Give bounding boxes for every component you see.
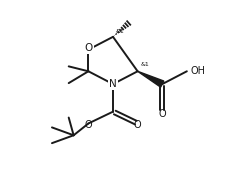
Text: &1: &1	[116, 29, 125, 34]
Text: O: O	[85, 120, 92, 130]
Text: OH: OH	[191, 66, 206, 76]
Text: N: N	[109, 79, 117, 89]
Polygon shape	[138, 71, 164, 87]
Text: &1: &1	[141, 62, 149, 67]
Text: O: O	[134, 120, 141, 130]
Text: O: O	[84, 43, 93, 53]
Text: O: O	[158, 108, 166, 118]
